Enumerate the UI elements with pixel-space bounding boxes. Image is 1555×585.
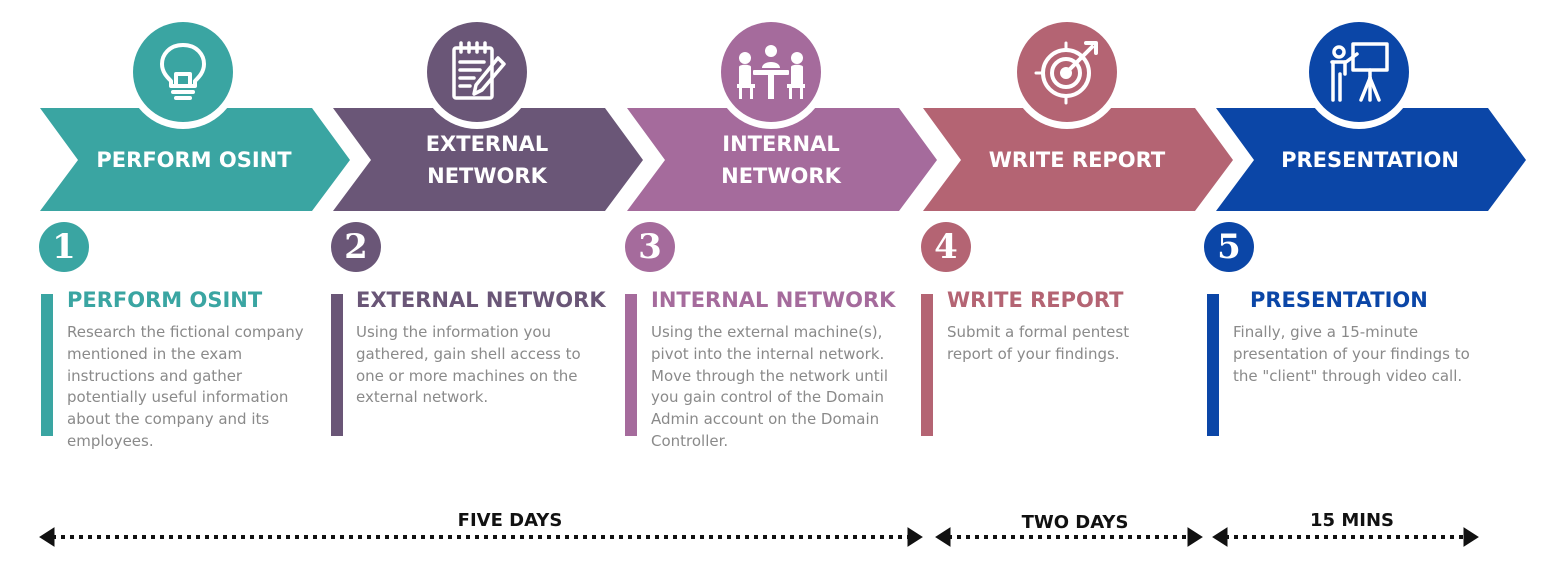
duration-label-two-days: TWO DAYS	[1021, 512, 1129, 533]
step-title-5: PRESENTATION	[1250, 288, 1428, 312]
chevron-step-4	[923, 108, 1233, 211]
chevron-label-4: WRITE REPORT	[988, 147, 1166, 172]
step-number-3: 3	[625, 222, 675, 272]
chevron-label-5: PRESENTATION	[1281, 147, 1459, 172]
step-accent-bar-3	[625, 294, 637, 436]
icon-circle-5	[1309, 22, 1409, 122]
step-description-2: Using the information you gathered, gain…	[356, 323, 581, 407]
step-number-5: 5	[1204, 222, 1254, 272]
duration-arrow-15-mins	[1212, 527, 1479, 547]
duration-label-15-mins: 15 MINS	[1310, 510, 1394, 531]
notepad-pencil-icon	[452, 41, 506, 100]
step-description-5: Finally, give a 15-minute presentation o…	[1233, 323, 1470, 385]
step-number-4: 4	[921, 222, 971, 272]
duration-arrow-two-days	[935, 527, 1203, 547]
step-accent-bar-5	[1207, 294, 1219, 436]
step-description-3: Using the external machine(s), pivot int…	[651, 323, 888, 450]
step-accent-bar-2	[331, 294, 343, 436]
lightbulb-icon	[160, 43, 206, 100]
icon-circle-1	[133, 22, 233, 122]
step-number-1: 1	[39, 222, 89, 272]
icon-circle-2	[427, 22, 527, 122]
presenter-board-icon	[1330, 42, 1389, 102]
step-description-4: Submit a formal pentest report of your f…	[947, 323, 1130, 363]
meeting-people-icon	[737, 45, 805, 99]
step-title-4: WRITE REPORT	[947, 288, 1124, 312]
target-arrow-icon	[1034, 41, 1098, 105]
chevron-step-2	[333, 108, 643, 211]
step-description-1: Research the fictional company mentioned…	[67, 323, 304, 450]
chevron-step-3	[627, 108, 937, 211]
chevron-step-1	[40, 108, 350, 211]
duration-label-five-days: FIVE DAYS	[457, 510, 563, 531]
chevron-label-1: PERFORM OSINT	[96, 147, 292, 172]
step-accent-bar-4	[921, 294, 933, 436]
step-number-2: 2	[331, 222, 381, 272]
step-title-1: PERFORM OSINT	[67, 288, 263, 312]
chevron-step-5	[1216, 108, 1526, 211]
step-title-2: EXTERNAL NETWORK	[356, 288, 606, 312]
chevron-label-3: INTERNAL NETWORK	[721, 131, 841, 188]
icon-circle-3	[721, 22, 821, 122]
step-title-3: INTERNAL NETWORK	[651, 288, 896, 312]
icon-circle-4	[1017, 22, 1117, 122]
step-accent-bar-1	[41, 294, 53, 436]
duration-arrow-five-days	[39, 527, 923, 547]
chevron-label-2: EXTERNAL NETWORK	[425, 131, 549, 188]
